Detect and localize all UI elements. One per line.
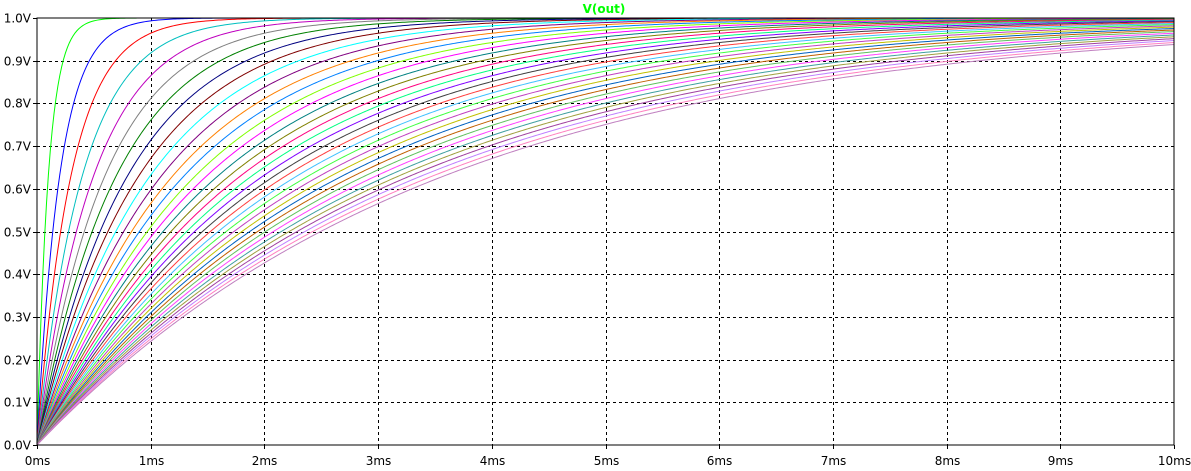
x-tick-label: 5ms (594, 454, 620, 468)
y-tick-label: 0.9V (4, 55, 32, 69)
series-line-33 (36, 38, 1175, 446)
series-line-25 (36, 25, 1175, 446)
series-line-27 (36, 28, 1175, 446)
y-axis: 0.0V 0.1V 0.2V 0.3V 0.4V 0.5V 0.6V 0.7V 0.8V 0.9V… (4, 12, 37, 453)
y-tick-label: 0.0V (4, 439, 32, 453)
chart-title: V(out) (583, 2, 626, 16)
series-line-23 (36, 23, 1175, 446)
y-tick-label: 0.2V (4, 354, 32, 368)
x-tick-label: 3ms (366, 454, 392, 468)
y-tick-label: 0.5V (4, 226, 32, 240)
series-line-24 (36, 24, 1175, 446)
x-tick-label: 8ms (935, 454, 961, 468)
series-line-35 (36, 42, 1175, 446)
x-tick-label: 10ms (1158, 454, 1191, 468)
series-line-26 (36, 26, 1175, 446)
series-line-28 (36, 29, 1175, 446)
series-line-14 (36, 17, 1174, 446)
y-tick-label: 0.3V (4, 311, 32, 325)
x-tick-label: 0ms (25, 454, 51, 468)
grid (37, 18, 1174, 445)
y-tick-label: 0.1V (4, 396, 32, 410)
series-line-22 (36, 22, 1175, 446)
y-tick-label: 0.7V (4, 140, 32, 154)
y-tick-label: 1.0V (4, 12, 32, 26)
y-tick-label: 0.4V (4, 268, 32, 282)
series-line-16 (36, 18, 1175, 446)
y-tick-label: 0.8V (4, 97, 32, 111)
x-axis: 0ms 1ms 2ms 3ms 4ms 5ms 6ms 7ms 8ms 9ms 10ms (25, 445, 1191, 468)
series-line-15 (36, 18, 1175, 446)
series-line-32 (36, 36, 1175, 446)
plot-border (36, 17, 1175, 446)
series-line-20 (36, 20, 1175, 446)
x-tick-label: 1ms (139, 454, 165, 468)
series-line-29 (36, 31, 1175, 446)
x-tick-label: 9ms (1048, 454, 1074, 468)
series-line-34 (36, 40, 1175, 446)
series-line-18 (36, 19, 1175, 446)
series-line-36 (36, 44, 1175, 446)
x-tick-label: 7ms (821, 454, 847, 468)
x-tick-label: 6ms (707, 454, 733, 468)
series-line-31 (36, 34, 1175, 446)
y-tick-label: 0.6V (4, 183, 32, 197)
series-line-21 (36, 21, 1175, 446)
x-tick-label: 4ms (480, 454, 506, 468)
series-line-30 (36, 32, 1175, 446)
series-line-19 (36, 19, 1175, 446)
plot-area (36, 17, 1175, 446)
x-tick-label: 2ms (252, 454, 278, 468)
series-line-17 (36, 18, 1175, 446)
